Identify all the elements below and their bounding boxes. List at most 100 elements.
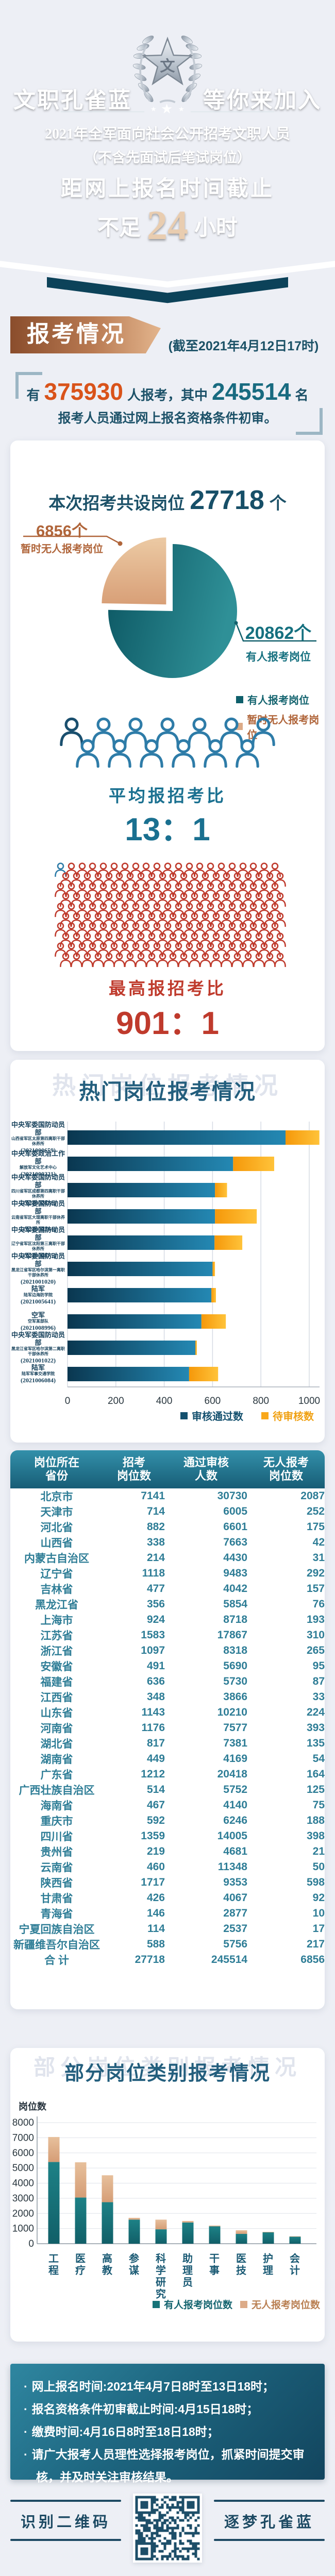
table-row: 贵州省 219 4681 21 [10, 1844, 325, 1859]
person-icon [145, 952, 158, 967]
table-row: 陕西省 1717 9353 598 [10, 1875, 325, 1890]
svg-text:4000: 4000 [12, 2178, 34, 2189]
person-icon [263, 952, 276, 967]
table-cell: 5756 [223, 1938, 247, 1950]
table-cell: 6005 [223, 1505, 247, 1517]
table-cell: 30730 [217, 1490, 247, 1502]
svg-text:6000: 6000 [12, 2148, 34, 2159]
table-cell: 245514 [211, 1954, 247, 1965]
table-cell: 合 计 [44, 1955, 69, 1967]
table-cell: 四川省 [40, 1831, 73, 1843]
caption-line [214, 2500, 325, 2502]
table-cell: 460 [146, 1861, 165, 1873]
table-cell: 新疆维吾尔自治区 [13, 1939, 100, 1951]
person-icon [204, 739, 227, 768]
person-icon [188, 717, 211, 746]
table-cell: 636 [146, 1675, 165, 1687]
star-icon: ★ [150, 105, 157, 113]
table-cell: 海南省 [40, 1800, 73, 1812]
table-header-cell: 通过审核 人数 [165, 1450, 247, 1488]
pie-card: 本次招考共设岗位 27718 个 6856个 暂时无人报考岗位 20862个 有… [10, 440, 325, 1051]
table-cell: 江西省 [40, 1692, 73, 1704]
table-cell: 6601 [223, 1521, 247, 1533]
hot-bar-label: 中央军委国防动员部 云南省军区大理离职干部休养所 (2021003204) [11, 1199, 65, 1233]
table-cell: 588 [146, 1938, 165, 1950]
person-icon [210, 952, 222, 967]
table-cell: 598 [306, 1876, 325, 1888]
hot-bar-label: 中央军委国防动员部 四川省军区成都第四离职干部休养所 (2021002828) [11, 1173, 65, 1207]
table-cell: 江苏省 [40, 1630, 73, 1642]
person-icon [108, 739, 131, 768]
person-icon [172, 739, 195, 768]
person-icon [135, 952, 147, 967]
person-icon [167, 952, 179, 967]
person-icon [113, 952, 126, 967]
person-icon [92, 717, 115, 746]
legend-label: 有人报考岗位 [247, 695, 309, 706]
table-row: 湖北省 817 7381 135 [10, 1736, 325, 1751]
legend-swatch-teal [236, 696, 243, 703]
hot-section-title: 热门岗位报考情况 [79, 1080, 256, 1104]
pie-callout-some-value: 20862个 [245, 623, 312, 643]
section-ribbon: 报考情况 [10, 316, 161, 353]
table-row: 广东省 1212 20418 164 [10, 1767, 325, 1782]
legend-label: 审核通过数 [192, 1411, 243, 1422]
table-cell: 175 [306, 1521, 325, 1533]
table-cell: 10210 [217, 1706, 247, 1718]
person-icon [124, 717, 147, 746]
table-cell: 817 [146, 1737, 165, 1749]
pie-card-title: 本次招考共设岗位 27718 个 [10, 485, 325, 516]
table-cell: 50 [312, 1861, 325, 1873]
svg-text:200: 200 [108, 1396, 124, 1406]
category-label: 助理员 [180, 2253, 192, 2289]
hot-bar-label: 陆军 陆军边海防学院 (2021005641) [21, 1285, 56, 1305]
table-row: 天津市 714 6005 252 [10, 1504, 325, 1519]
table-header-cell: 岗位所在 省份 [10, 1450, 103, 1488]
pie-legend-some: 有人报考岗位 [236, 692, 309, 707]
table-row: 黑龙江省 356 5854 76 [10, 1597, 325, 1612]
hot-bar-label: 中央军委国防动员部 黑龙江省军区哈尔滨第一离职干部休养所 (2021001020) [11, 1252, 65, 1285]
cat-legend-none: 无人报考岗位数 [240, 2297, 320, 2311]
hot-bar-label: 中央军委政治工作部 解放军文化艺术中心 (2021000221) [11, 1149, 65, 1178]
table-cell: 882 [146, 1521, 165, 1533]
table-cell: 广西壮族自治区 [19, 1785, 95, 1797]
table-cell: 云南省 [40, 1862, 73, 1874]
hot-positions-card: 热门岗位报考情况 热门岗位报考情况 0 200 400 600 800 1000 中央军委… [10, 1060, 325, 1443]
table-cell: 17 [312, 1923, 325, 1935]
person-icon [220, 717, 243, 746]
stat-name: 名 [295, 387, 309, 403]
table-row: 青海省 146 2877 10 [10, 1906, 325, 1921]
table-row: 甘肃省 426 4067 92 [10, 1890, 325, 1906]
person-icon [236, 739, 259, 768]
star-icon: ★ [178, 105, 185, 113]
table-cell: 4169 [223, 1753, 247, 1765]
table-cell: 14005 [217, 1830, 247, 1842]
notice-item: 缴费时间:4月16日8时至18日18时； [24, 2420, 311, 2443]
corner-bracket-br [296, 408, 323, 435]
stat-mid: 人报考，其中 [127, 387, 208, 403]
table-cell: 7663 [223, 1536, 247, 1548]
svg-text:800: 800 [253, 1396, 269, 1406]
table-cell: 393 [306, 1722, 325, 1734]
table-cell: 1717 [141, 1876, 165, 1888]
corner-bracket-tl [15, 372, 42, 399]
table-cell: 95 [312, 1660, 325, 1672]
table-cell: 浙江省 [40, 1646, 73, 1657]
table-row: 河南省 1176 7577 393 [10, 1720, 325, 1736]
table-cell: 426 [146, 1892, 165, 1904]
table-row: 福建省 636 5730 87 [10, 1674, 325, 1689]
table-row: 浙江省 1097 8318 265 [10, 1643, 325, 1658]
hot-bar-label: 中央军委国防动员部 辽宁省军区沈阳第三离职干部休养所 (2021000875) [11, 1226, 65, 1259]
table-row: 云南省 460 11348 50 [10, 1859, 325, 1875]
province-table-card: 岗位所在 省份 招考 岗位数 通过审核 人数 无人报考 岗位数 北京市 7141 30730 208… [10, 1450, 325, 2009]
table-row: 江苏省 1583 17867 310 [10, 1628, 325, 1643]
y-axis-label: 岗位数 [19, 2102, 46, 2112]
person-icon [274, 952, 287, 967]
table-cell: 1118 [142, 1567, 165, 1579]
table-header: 岗位所在 省份 招考 岗位数 通过审核 人数 无人报考 岗位数 [10, 1450, 325, 1488]
table-cell: 514 [146, 1784, 165, 1795]
stat-line2: 报考人员通过网上报名资格条件初审。 [58, 411, 277, 426]
svg-text:7000: 7000 [12, 2132, 34, 2143]
table-cell: 河南省 [40, 1723, 73, 1735]
